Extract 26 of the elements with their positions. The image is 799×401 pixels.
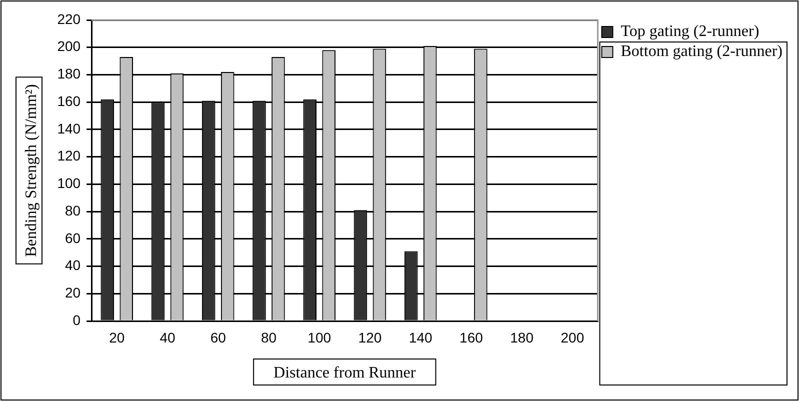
x-tick-label: 80 — [260, 329, 277, 346]
x-tick-label: 40 — [160, 329, 176, 346]
y-tick-label: 200 — [57, 38, 81, 54]
x-tick-label: 160 — [460, 329, 484, 346]
y-axis-title: Bending Strength (N/mm²) — [22, 84, 40, 257]
y-tick-label: 140 — [57, 120, 81, 136]
x-tick-label: 20 — [109, 329, 125, 346]
y-tick-label: 60 — [64, 230, 81, 246]
y-tick-label: 120 — [57, 148, 81, 164]
x-tick-label: 200 — [560, 329, 584, 346]
y-tick-label: 220 — [57, 10, 81, 27]
legend-label: Bottom gating (2-runner) — [620, 43, 782, 60]
y-tick-label: 0 — [72, 312, 81, 328]
legend-label: Top gating (2-runner) — [620, 23, 760, 40]
x-tick-label: 140 — [408, 329, 432, 346]
y-tick-label: 160 — [57, 92, 81, 109]
x-tick-label: 180 — [510, 329, 534, 346]
x-tick-label: 120 — [358, 329, 382, 346]
x-tick-label: 100 — [308, 329, 332, 346]
y-tick-label: 180 — [57, 66, 81, 82]
x-tick-label: 60 — [210, 329, 226, 346]
y-tick-label: 20 — [64, 284, 81, 300]
y-tick-label: 80 — [64, 202, 81, 218]
y-tick-label: 100 — [57, 175, 81, 192]
y-tick-label: 40 — [64, 257, 81, 274]
x-axis-title: Distance from Runner — [274, 364, 416, 382]
